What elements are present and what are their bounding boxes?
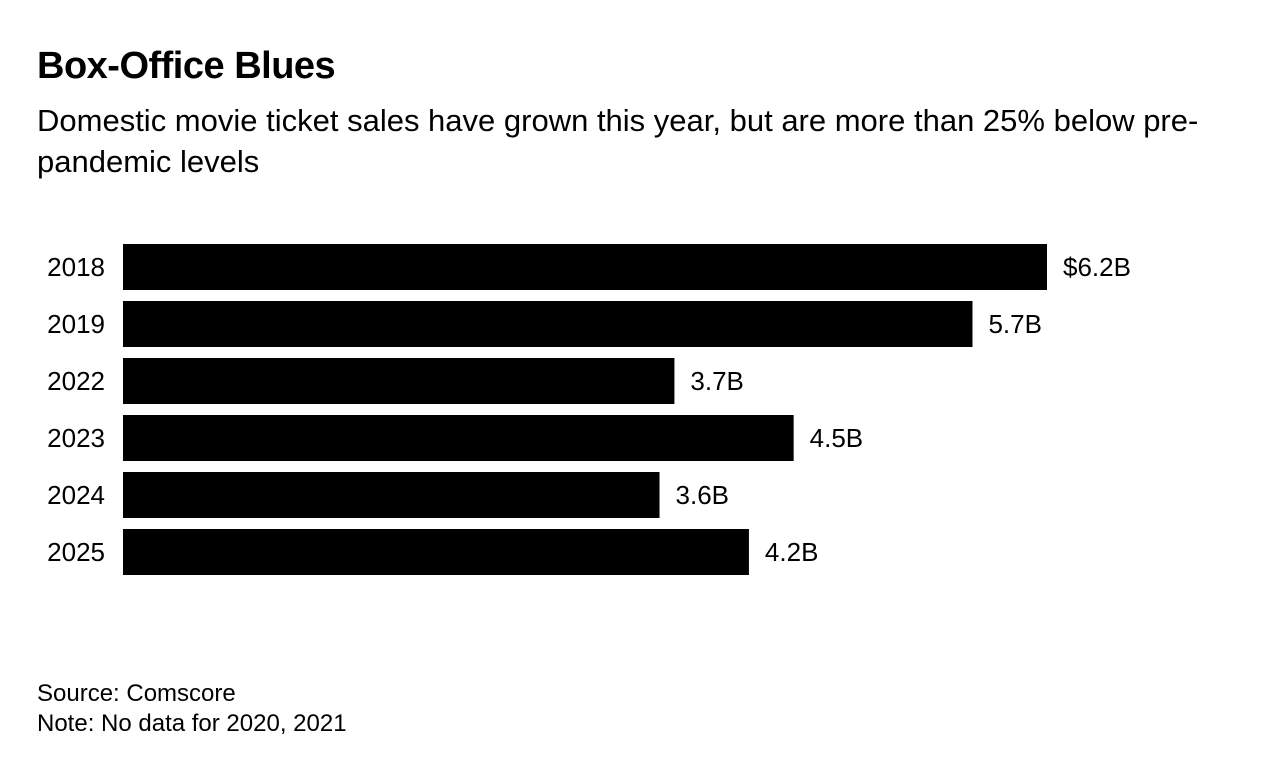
tick-label-2018: 2018 — [47, 252, 105, 282]
bar-chart: 2018 $6.2B 2019 5.7B 2022 3.7B 2023 4.5B 2024 3.6… — [47, 244, 1131, 575]
chart-title: Box-Office Blues — [37, 45, 336, 87]
value-label-2024: 3.6B — [676, 480, 730, 510]
bar-2024 — [123, 472, 660, 518]
tick-label-2019: 2019 — [47, 309, 105, 339]
bar-2022 — [123, 358, 675, 404]
footnotes: Source: Comscore Note: No data for 2020,… — [37, 679, 347, 739]
bar-2023 — [123, 415, 794, 461]
value-label-2023: 4.5B — [810, 423, 864, 453]
data-note: Note: No data for 2020, 2021 — [37, 710, 347, 737]
bar-2025 — [123, 529, 749, 575]
value-label-2022: 3.7B — [690, 366, 744, 396]
bar-2019 — [123, 301, 973, 347]
bar-2018 — [123, 244, 1047, 290]
tick-label-2023: 2023 — [47, 423, 105, 453]
chart-subtitle: Domestic movie ticket sales have grown t… — [37, 103, 1199, 179]
tick-label-2022: 2022 — [47, 366, 105, 396]
source-note: Source: Comscore — [37, 680, 236, 707]
tick-label-2025: 2025 — [47, 537, 105, 567]
value-label-2018: $6.2B — [1063, 252, 1131, 282]
tick-label-2024: 2024 — [47, 480, 105, 510]
value-label-2025: 4.2B — [765, 537, 819, 567]
value-label-2019: 5.7B — [988, 309, 1042, 339]
